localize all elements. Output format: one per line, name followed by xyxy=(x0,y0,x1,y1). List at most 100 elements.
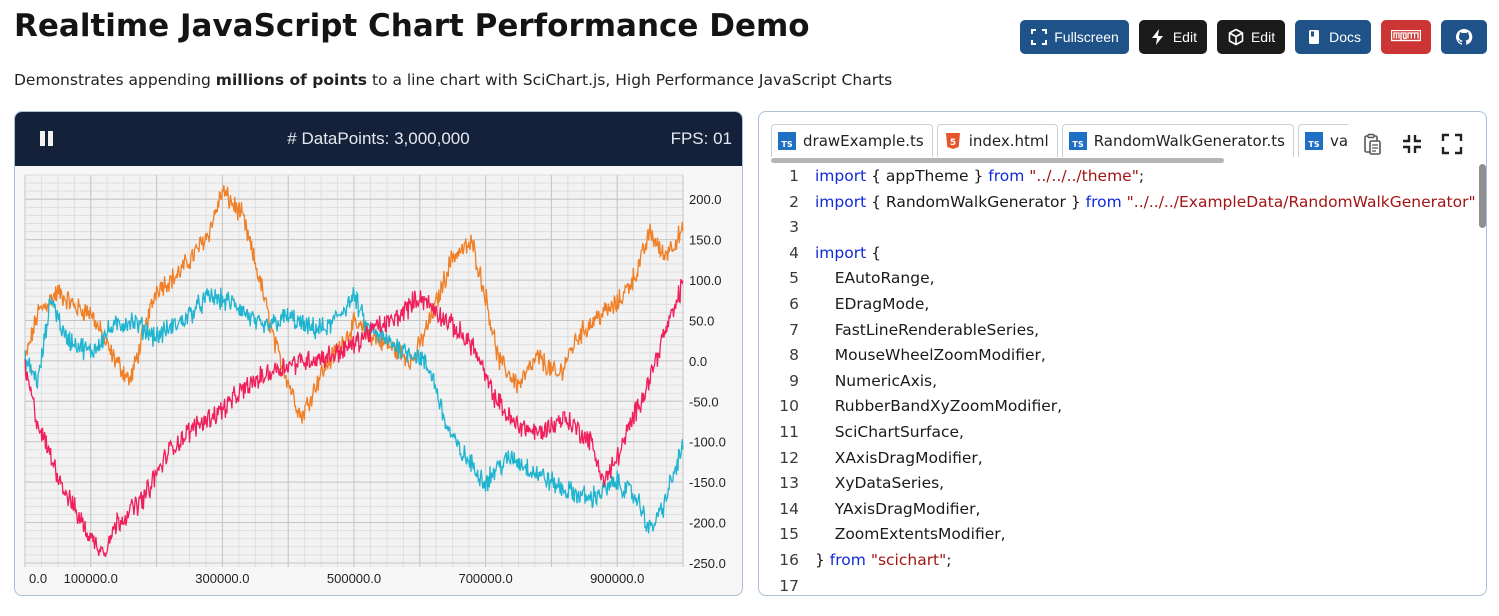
code-text: import { xyxy=(815,241,881,267)
subtitle-text: Demonstrates appending xyxy=(14,71,216,89)
code-text: XAxisDragModifier, xyxy=(815,446,983,472)
series-line-1 xyxy=(24,185,684,424)
code-line: 17 xyxy=(759,574,1476,596)
grid-major xyxy=(24,175,684,567)
svg-text:TS: TS xyxy=(1308,140,1319,149)
subtitle-text: to a line chart with SciChart.js, High P… xyxy=(367,71,893,89)
pause-icon xyxy=(48,131,53,146)
code-text: XyDataSeries, xyxy=(815,471,944,497)
fullscreen-button[interactable]: Fullscreen xyxy=(1020,20,1129,54)
expand-button[interactable] xyxy=(1440,132,1464,156)
series-line-3 xyxy=(24,278,684,558)
typescript-icon: TS xyxy=(1304,132,1323,150)
svg-text:TS: TS xyxy=(781,140,792,149)
line-number: 4 xyxy=(789,243,799,262)
code-token: import xyxy=(815,243,867,262)
fps-label: FPS: 01 xyxy=(670,129,732,148)
tab-label: RandomWalkGenerator.ts xyxy=(1093,132,1285,150)
page-title: Realtime JavaScript Chart Performance De… xyxy=(14,8,810,44)
docs-button[interactable]: Docs xyxy=(1295,20,1371,54)
code-token: RubberBandXyZoomModifier, xyxy=(815,397,1063,416)
code-token: { RandomWalkGenerator } xyxy=(866,192,1086,211)
tab-file[interactable]: 5 index.html xyxy=(936,124,1058,157)
tab-label: index.html xyxy=(968,132,1049,150)
code-text: import { appTheme } from "../../../theme… xyxy=(815,164,1144,190)
code-text: SciChartSurface, xyxy=(815,420,964,446)
code-line: 4 import { xyxy=(759,241,1476,267)
line-number: 16 xyxy=(779,550,799,569)
edit-stackblitz-button[interactable]: Edit xyxy=(1216,20,1286,54)
svg-text:5: 5 xyxy=(950,138,956,148)
subtitle-bold-text: millions of points xyxy=(215,71,368,89)
toolbar: Fullscreen Edit Edit Docs xyxy=(1020,20,1487,54)
code-text: NumericAxis, xyxy=(815,369,937,395)
collapse-button[interactable] xyxy=(1400,132,1424,156)
tabs-scrollbar[interactable] xyxy=(771,158,1224,163)
code-token: EAutoRange, xyxy=(815,269,935,288)
lightning-icon xyxy=(1151,29,1163,45)
tab-file[interactable]: TS vars.ts xyxy=(1297,124,1348,157)
code-line: 12 XAxisDragModifier, xyxy=(759,446,1476,472)
tab-label: drawExample.ts xyxy=(803,132,924,150)
html5-icon: 5 xyxy=(944,132,962,150)
code-token: from xyxy=(829,550,866,569)
x-tick-label: 0.0 xyxy=(29,571,47,586)
x-tick-label: 700000.0 xyxy=(458,571,512,586)
code-text: ZoomExtentsModifier, xyxy=(815,522,1006,548)
x-axis: 0.0 100000.0 300000.0 500000.0 700000.0 90000… xyxy=(29,571,644,586)
code-line: 16} from "scichart"; xyxy=(759,548,1476,574)
code-editor[interactable]: 1 import { appTheme } from "../../../them… xyxy=(759,164,1476,595)
x-tick-label: 300000.0 xyxy=(195,571,249,586)
book-icon xyxy=(1309,30,1320,44)
npm-button[interactable] xyxy=(1381,20,1431,54)
expand-icon xyxy=(1441,133,1463,155)
code-token: NumericAxis, xyxy=(815,371,938,390)
code-token: XAxisDragModifier, xyxy=(815,448,983,467)
code-token: SciChartSurface, xyxy=(815,422,964,441)
tab-file[interactable]: TS RandomWalkGenerator.ts xyxy=(1061,124,1294,157)
svg-text:TS: TS xyxy=(1072,140,1083,149)
edit-label: Edit xyxy=(1172,29,1197,45)
code-actions xyxy=(1360,132,1464,156)
code-scrollbar[interactable] xyxy=(1478,164,1486,595)
line-number: 8 xyxy=(789,346,799,365)
code-token: from xyxy=(988,167,1025,185)
line-number: 14 xyxy=(779,499,799,518)
tab-file[interactable]: TS drawExample.ts xyxy=(771,124,933,157)
code-line: 5 EAutoRange, xyxy=(759,266,1476,292)
line-number: 9 xyxy=(789,371,799,390)
code-panel: TS drawExample.ts 5 index.html TS RandomWalkG… xyxy=(758,111,1487,596)
code-line: 13 XyDataSeries, xyxy=(759,471,1476,497)
code-line: 8 MouseWheelZoomModifier, xyxy=(759,343,1476,369)
code-token: import xyxy=(815,192,867,211)
edit-codesandbox-button[interactable]: Edit xyxy=(1138,20,1207,54)
line-number: 3 xyxy=(789,218,799,237)
code-line: 1 import { appTheme } from "../../../them… xyxy=(759,164,1476,190)
github-button[interactable] xyxy=(1441,20,1487,54)
cube-icon xyxy=(1228,28,1244,46)
code-line: 10 RubberBandXyZoomModifier, xyxy=(759,394,1476,420)
x-tick-label: 100000.0 xyxy=(64,571,118,586)
line-number: 2 xyxy=(789,192,799,211)
line-chart[interactable]: 0.0 100000.0 300000.0 500000.0 700000.0 90000… xyxy=(15,167,742,595)
pause-button[interactable] xyxy=(39,131,55,147)
docs-label: Docs xyxy=(1329,29,1361,45)
y-tick-label: -250.0 xyxy=(689,556,726,571)
chart-panel: # DataPoints: 3,000,000 FPS: 01 0.0 10000… xyxy=(14,111,743,596)
chart-series xyxy=(24,185,684,558)
npm-icon xyxy=(1391,30,1421,42)
code-token: MouseWheelZoomModifier, xyxy=(815,346,1046,365)
code-line: 3 xyxy=(759,215,1476,241)
code-token: XyDataSeries, xyxy=(815,474,945,493)
copy-code-button[interactable] xyxy=(1360,132,1384,156)
file-tabs: TS drawExample.ts 5 index.html TS RandomWalkG… xyxy=(771,124,1348,158)
y-tick-label: -100.0 xyxy=(689,435,726,450)
code-line: 2 import { RandomWalkGenerator } from "..… xyxy=(759,190,1476,216)
y-tick-label: 50.0 xyxy=(689,313,714,328)
code-text: YAxisDragModifier, xyxy=(815,497,981,523)
fullscreen-icon xyxy=(1031,29,1048,45)
code-token: ; xyxy=(1138,167,1145,185)
y-tick-label: -200.0 xyxy=(689,516,726,531)
line-number: 17 xyxy=(779,576,799,595)
line-number: 6 xyxy=(789,294,799,313)
